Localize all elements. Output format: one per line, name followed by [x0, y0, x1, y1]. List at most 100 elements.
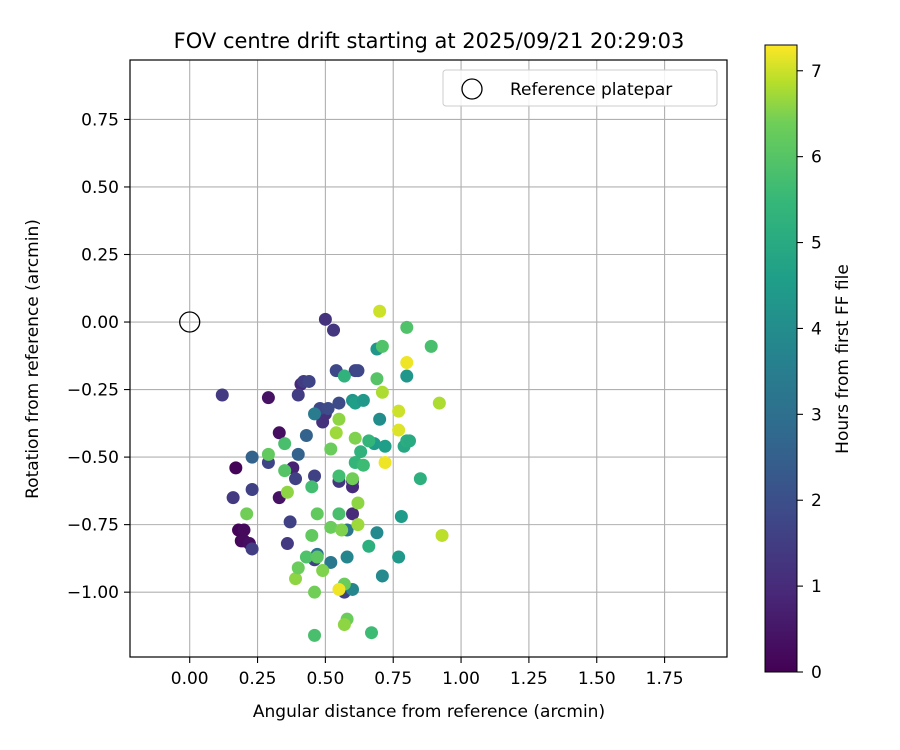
y-tick-label: −0.25 [67, 381, 119, 401]
grid-lines [130, 60, 727, 657]
y-tick-label: −0.50 [67, 448, 119, 468]
data-point [332, 507, 346, 521]
data-point [308, 585, 322, 599]
data-point [354, 445, 368, 459]
data-point [435, 528, 449, 542]
data-point [299, 550, 313, 564]
data-point [226, 491, 240, 505]
data-point [340, 550, 354, 564]
data-point [346, 507, 360, 521]
data-point [413, 472, 427, 486]
data-point [365, 626, 379, 640]
data-point [316, 564, 330, 578]
data-point [283, 515, 297, 529]
legend: Reference platepar [442, 69, 718, 107]
data-point [305, 480, 319, 494]
data-point [310, 550, 324, 564]
data-point [392, 423, 406, 437]
data-point [280, 537, 294, 551]
data-point [375, 569, 389, 583]
reference-point [179, 311, 201, 333]
data-point [324, 442, 338, 456]
data-point [392, 550, 406, 564]
colorbar [764, 44, 798, 673]
x-tick-label: 0.00 [171, 669, 209, 689]
x-tick-label: 0.75 [374, 669, 412, 689]
data-point [362, 434, 376, 448]
y-axis-label: Rotation from reference (arcmin) [23, 219, 43, 499]
data-point [400, 356, 414, 370]
data-point [375, 339, 389, 353]
data-point [392, 404, 406, 418]
data-point [351, 518, 365, 532]
y-axis-ticks: −1.00 −0.75 −0.50 −0.25 0.00 0.25 0.50 0.75 [67, 110, 130, 603]
colorbar-ticks: 0 1 2 3 4 5 6 7 [797, 62, 822, 683]
data-point [272, 426, 286, 440]
data-point [321, 401, 335, 415]
data-point [351, 364, 365, 378]
data-point [308, 407, 322, 421]
data-point [335, 523, 349, 537]
legend-reference-icon [461, 78, 483, 100]
data-point [332, 582, 346, 596]
legend-box [442, 69, 718, 107]
data-point [291, 561, 305, 575]
colorbar-tick-label: 3 [811, 405, 822, 425]
data-point [403, 434, 417, 448]
x-tick-label: 0.25 [239, 669, 277, 689]
data-point [278, 437, 292, 451]
data-point [302, 374, 316, 388]
x-axis-label: Angular distance from reference (arcmin) [253, 702, 605, 722]
data-point [370, 526, 384, 540]
colorbar-tick-label: 0 [811, 663, 822, 683]
data-point [229, 461, 243, 475]
data-point [378, 456, 392, 470]
data-point [237, 523, 251, 537]
data-point [310, 507, 324, 521]
y-tick-label: −1.00 [67, 583, 119, 603]
data-point [373, 412, 387, 426]
x-tick-label: 1.50 [578, 669, 616, 689]
x-tick-label: 1.75 [646, 669, 684, 689]
chart-title: FOV centre drift starting at 2025/09/21 … [174, 29, 685, 53]
colorbar-tick-label: 7 [811, 62, 822, 82]
data-point [324, 520, 338, 534]
data-point [424, 339, 438, 353]
data-point [375, 385, 389, 399]
data-point [327, 323, 341, 337]
colorbar-tick-label: 1 [811, 577, 822, 597]
data-point [332, 412, 346, 426]
data-point [373, 304, 387, 318]
data-point [305, 528, 319, 542]
data-point [337, 618, 351, 632]
colorbar-tick-label: 2 [811, 491, 822, 511]
x-tick-label: 1.00 [442, 669, 480, 689]
colorbar-tick-label: 5 [811, 234, 822, 254]
x-tick-label: 0.50 [306, 669, 344, 689]
data-point [362, 539, 376, 553]
data-points [215, 304, 449, 642]
data-point [308, 469, 322, 483]
data-point [394, 510, 408, 524]
data-point [400, 320, 414, 334]
y-tick-label: 0.75 [81, 110, 119, 130]
data-point [240, 507, 254, 521]
data-point [289, 472, 303, 486]
data-point [370, 372, 384, 386]
data-point [337, 369, 351, 383]
data-point [351, 496, 365, 510]
y-tick-label: 0.25 [81, 245, 119, 265]
data-point [378, 439, 392, 453]
x-tick-label: 1.25 [510, 669, 548, 689]
data-point [261, 447, 275, 461]
data-point [245, 450, 259, 464]
colorbar-label: Hours from first FF file [833, 264, 853, 454]
data-point [215, 388, 229, 402]
data-point [245, 542, 259, 556]
data-point [280, 485, 294, 499]
data-point [332, 396, 346, 410]
reference-marker [179, 311, 201, 333]
data-point [261, 391, 275, 405]
data-point [332, 469, 346, 483]
